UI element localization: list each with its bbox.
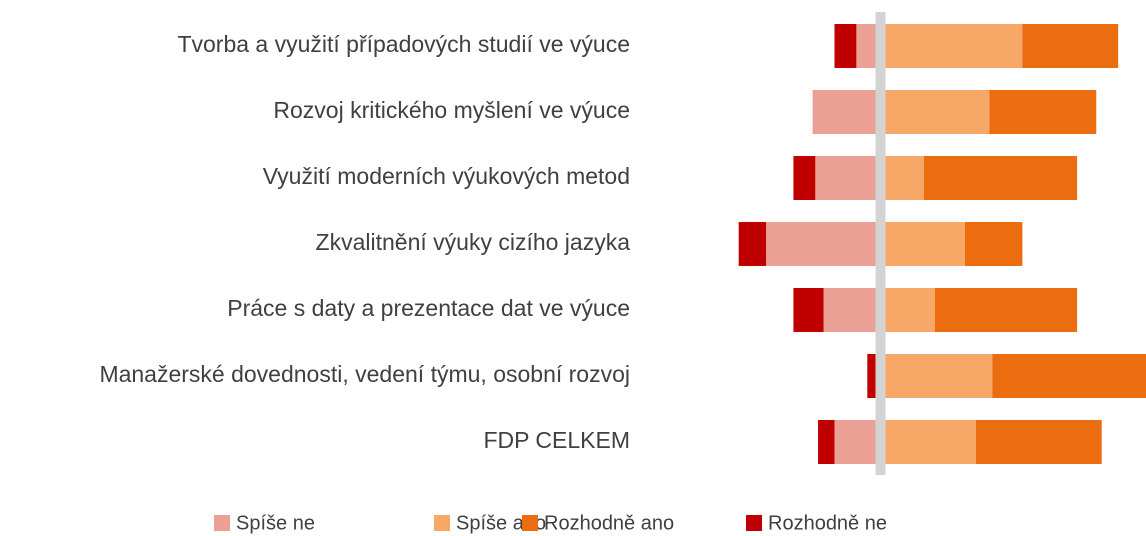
category-label: Tvorba a využití případových studií ve v… (177, 31, 630, 57)
bar (885, 90, 990, 134)
legend-swatch (746, 515, 762, 531)
bar (793, 156, 816, 200)
bar (989, 90, 1097, 134)
category-label: Rozvoj kritického myšlení ve výuce (273, 97, 630, 123)
bar (818, 420, 835, 464)
bar (815, 156, 876, 200)
legend-swatch (434, 515, 450, 531)
bar (885, 222, 965, 266)
bar (823, 288, 876, 332)
bar (964, 222, 1023, 266)
bar (856, 24, 876, 68)
legend-label: Rozhodně ano (544, 512, 674, 534)
zero-line (875, 12, 886, 475)
category-label: FDP CELKEM (483, 427, 630, 453)
category-label: Práce s daty a prezentace dat ve výuce (227, 295, 630, 321)
legend-label: Rozhodně ne (768, 512, 887, 534)
category-label: Využití moderních výukových metod (263, 163, 630, 189)
category-label: Zkvalitnění výuky cizího jazyka (316, 229, 631, 255)
legend-swatch (214, 515, 230, 531)
bar (923, 156, 1078, 200)
bar (867, 354, 876, 398)
legend-swatch (522, 515, 538, 531)
bar (812, 90, 876, 134)
bar (834, 420, 876, 464)
bar (885, 288, 935, 332)
bar (738, 222, 767, 266)
legend-label: Spíše ne (236, 512, 315, 534)
bar (1022, 24, 1119, 68)
category-label: Manažerské dovednosti, vedení týmu, osob… (99, 361, 630, 387)
bar (885, 354, 993, 398)
bar (975, 420, 1102, 464)
bar (885, 156, 924, 200)
bar (834, 24, 857, 68)
bar (992, 354, 1146, 398)
bar (766, 222, 876, 266)
bar (885, 24, 1023, 68)
bar (934, 288, 1078, 332)
bar (885, 420, 976, 464)
bar (793, 288, 824, 332)
